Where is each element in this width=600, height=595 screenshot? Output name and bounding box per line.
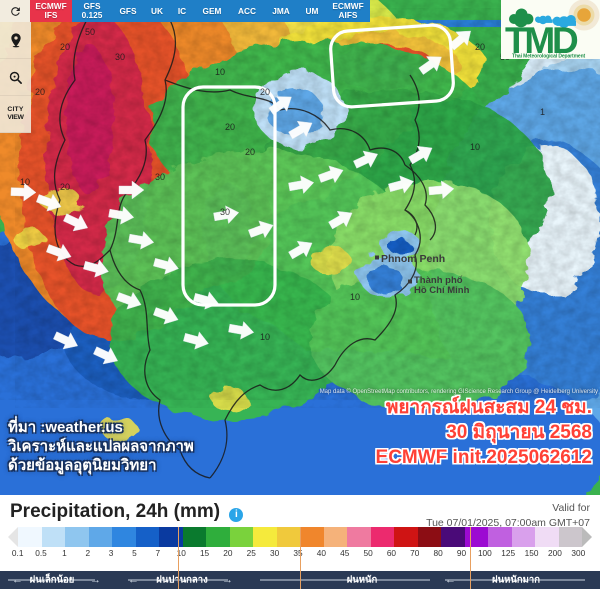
svg-text:20: 20 xyxy=(225,122,235,132)
svg-text:30: 30 xyxy=(220,207,230,217)
svg-text:Phnom Penh: Phnom Penh xyxy=(381,253,445,265)
svg-text:→: → xyxy=(222,574,233,586)
svg-text:ฝนหนักมาก: ฝนหนักมาก xyxy=(492,574,540,586)
svg-text:10: 10 xyxy=(215,67,225,77)
svg-text:30: 30 xyxy=(115,52,125,62)
svg-text:ฝนปานกลาง: ฝนปานกลาง xyxy=(156,574,208,586)
svg-text:20: 20 xyxy=(245,147,255,157)
svg-text:20: 20 xyxy=(60,182,70,192)
svg-text:10: 10 xyxy=(350,292,360,302)
svg-text:30: 30 xyxy=(155,172,165,182)
svg-text:→: → xyxy=(90,574,101,586)
svg-text:←: ← xyxy=(12,574,23,586)
svg-text:Thai Meteorological Department: Thai Meteorological Department xyxy=(512,54,586,59)
svg-text:←: ← xyxy=(445,574,456,586)
svg-text:ฝนหนัก: ฝนหนัก xyxy=(347,574,378,586)
svg-text:20: 20 xyxy=(60,42,70,52)
svg-text:ฝนเล็กน้อย: ฝนเล็กน้อย xyxy=(30,573,75,586)
svg-text:20: 20 xyxy=(35,87,45,97)
svg-text:10: 10 xyxy=(260,332,270,342)
svg-text:20: 20 xyxy=(475,42,485,52)
svg-text:←: ← xyxy=(128,574,139,586)
svg-text:10: 10 xyxy=(20,177,30,187)
svg-text:Hồ Chí Minh: Hồ Chí Minh xyxy=(414,285,470,296)
svg-text:10: 10 xyxy=(470,142,480,152)
svg-text:20: 20 xyxy=(260,87,270,97)
svg-text:1: 1 xyxy=(540,107,545,117)
svg-text:50: 50 xyxy=(85,27,95,37)
